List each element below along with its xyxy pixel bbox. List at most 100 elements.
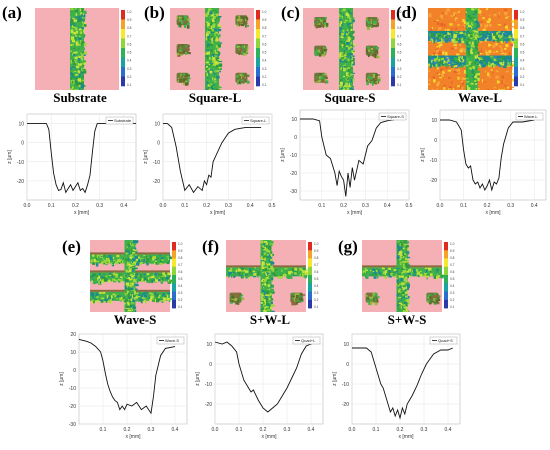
colorbar-tick-label: 0.4: [520, 59, 525, 63]
legend-label: Square-S: [387, 114, 404, 119]
x-axis-label: x [mm]: [486, 210, 502, 216]
colorbar-tick-label: 0.5: [178, 277, 183, 281]
y-tick-label: 10: [431, 118, 437, 124]
x-tick-label: 0.3: [362, 203, 369, 209]
x-tick-label: 0.4: [172, 427, 179, 433]
y-tick-label: 10: [18, 122, 24, 128]
legend-label: Square-L: [250, 118, 267, 123]
x-tick-label: 0.4: [247, 203, 254, 209]
panel-letter-c: (c): [281, 3, 300, 22]
colorbar-tick-label: 0.7: [127, 34, 132, 38]
x-tick-label: 0.4: [445, 427, 452, 433]
y-tick-label: -10: [342, 382, 349, 388]
y-tick-label: -10: [153, 160, 160, 166]
x-tick-label: 0.2: [72, 203, 79, 209]
height-map-d: 1.0 0.9 0.8 0.7 0.6 0.5 0.4 0.3 0.2 0.1: [428, 8, 525, 90]
height-map-a: 1.0 0.9 0.8 0.7 0.6 0.5 0.4 0.3 0.2 0.1: [35, 8, 132, 90]
x-tick-label: 0.5: [406, 203, 413, 209]
x-tick-label: 0.2: [124, 427, 131, 433]
colorbar-tick-label: 0.7: [314, 263, 319, 267]
colorbar-tick-label: 0.6: [127, 42, 132, 46]
legend: Square-S: [378, 112, 407, 121]
colorbar-tick-label: 0.8: [520, 26, 525, 30]
colorbar-tick-label: 0.8: [314, 256, 319, 260]
plot-area: [78, 333, 188, 425]
x-tick-label: 0.1: [181, 203, 188, 209]
x-tick-label: 0.4: [384, 203, 391, 209]
x-tick-label: 0.2: [484, 203, 491, 209]
legend: Substrate: [105, 116, 134, 125]
x-tick-label: 0.1: [236, 427, 243, 433]
colorbar: 1.0 0.9 0.8 0.7 0.6 0.5 0.4 0.3 0.2 0.1: [121, 10, 132, 87]
x-tick-label: 0.4: [531, 203, 538, 209]
profile-line: [352, 347, 453, 420]
colorbar-tick-label: 0.2: [314, 298, 319, 302]
colorbar: 1.0 0.9 0.8 0.7 0.6 0.5 0.4 0.3 0.2 0.1: [391, 10, 402, 87]
y-tick-label: 20: [70, 332, 76, 338]
colorbar: 1.0 0.9 0.8 0.7 0.6 0.5 0.4 0.3 0.2 0.1: [172, 242, 183, 309]
colorbar-tick-label: 1.0: [397, 10, 402, 14]
panel-letter-e: (e): [62, 237, 81, 256]
colorbar-tick-label: 0.6: [450, 270, 455, 274]
y-tick-label: -30: [69, 422, 76, 428]
colorbar-tick-label: 0.4: [397, 59, 402, 63]
panel-letter-d: (d): [396, 3, 417, 22]
colorbar-tick-label: 1.0: [178, 242, 183, 246]
colorbar-tick-label: 0.2: [397, 75, 402, 79]
y-axis-label: z [μm]: [280, 148, 286, 162]
x-tick-label: 0.0: [212, 427, 219, 433]
plot-area: [26, 113, 137, 201]
plot-area: [214, 333, 324, 425]
panel-letter-a: (a): [2, 3, 22, 22]
profile-chart-g: 10 0 -10 -20 0.0 0.1 0.2 0.3 0.4 x [mm] z [μm] Quad…: [330, 328, 464, 440]
colorbar-tick-label: 0.9: [397, 18, 402, 22]
panel-letter-b: (b): [144, 3, 165, 22]
colorbar-tick-label: 0.9: [450, 249, 455, 253]
colorbar-tick-label: 0.1: [262, 83, 267, 87]
profile-chart-d: 10 0 -10 -20 0.0 0.1 0.2 0.3 0.4 x [mm] z [μm] Wave…: [418, 104, 550, 216]
height-map-f: 1.0 0.9 0.8 0.7 0.6 0.5 0.4 0.3 0.2 0.1: [226, 240, 319, 312]
x-tick-label: 0.2: [340, 203, 347, 209]
height-map-b: 1.0 0.9 0.8 0.7 0.6 0.5 0.4 0.3 0.2 0.1: [170, 8, 267, 90]
colorbar-tick-label: 0.9: [262, 18, 267, 22]
x-tick-label: 0.1: [373, 427, 380, 433]
y-tick-label: -20: [342, 402, 349, 408]
colorbar-tick-label: 0.4: [178, 284, 183, 288]
colorbar-tick-label: 0.3: [520, 67, 525, 71]
y-tick-label: -20: [153, 179, 160, 185]
colorbar-tick-label: 0.1: [178, 305, 183, 309]
y-tick-label: -10: [205, 382, 212, 388]
height-map-e: 1.0 0.9 0.8 0.7 0.6 0.5 0.4 0.3 0.2 0.1: [90, 240, 183, 312]
y-tick-label: 0: [157, 141, 160, 147]
colorbar-tick-label: 0.2: [178, 298, 183, 302]
y-tick-label: 0: [346, 362, 349, 368]
colorbar-tick-label: 0.7: [520, 34, 525, 38]
colorbar-tick-label: 0.8: [450, 256, 455, 260]
colorbar-tick-label: 0.1: [127, 83, 132, 87]
colorbar-tick-label: 0.9: [178, 249, 183, 253]
colorbar-tick-label: 0.5: [127, 51, 132, 55]
x-tick-label: 0.1: [460, 203, 467, 209]
profile-line: [440, 119, 535, 192]
colorbar-tick-label: 0.9: [127, 18, 132, 22]
panel-name-d: Wave-L: [457, 90, 503, 105]
colorbar-tick-label: 0.6: [178, 270, 183, 274]
colorbar-tick-label: 0.2: [262, 75, 267, 79]
profile-line: [214, 341, 319, 413]
y-tick-label: -20: [290, 171, 297, 177]
colorbar-tick-label: 0.4: [450, 284, 455, 288]
x-tick-label: 0.2: [260, 427, 267, 433]
profile-chart-b: 10 0 -10 -20 0.0 0.1 0.2 0.3 0.4 0.5 x [mm] z [μm] S…: [141, 108, 276, 216]
y-axis-label: z [μm]: [143, 150, 149, 164]
x-tick-label: 0.1: [100, 427, 107, 433]
colorbar-tick-label: 0.4: [127, 59, 132, 63]
x-tick-label: 0.2: [397, 427, 404, 433]
y-tick-label: 0: [209, 362, 212, 368]
x-tick-label: 0.3: [421, 427, 428, 433]
colorbar-tick-label: 0.9: [314, 249, 319, 253]
x-axis-label: x [mm]: [74, 210, 90, 216]
height-map-g: 1.0 0.9 0.8 0.7 0.6 0.5 0.4 0.3 0.2 0.1: [362, 240, 455, 312]
colorbar: 1.0 0.9 0.8 0.7 0.6 0.5 0.4 0.3 0.2 0.1: [444, 242, 455, 309]
x-tick-label: 0.4: [120, 203, 127, 209]
profile-line: [163, 123, 262, 194]
